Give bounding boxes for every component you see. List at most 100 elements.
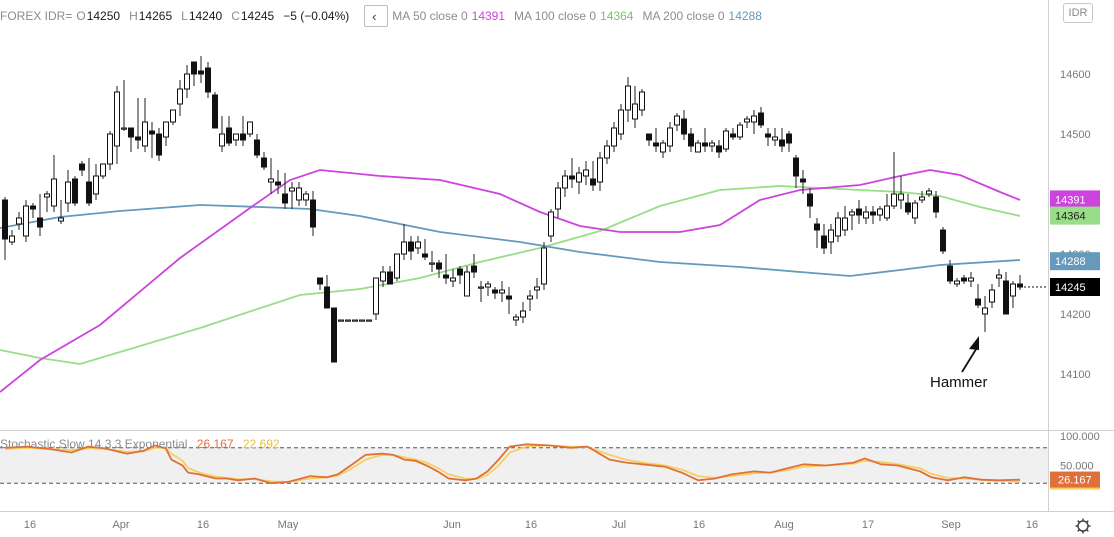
ma200-price-tag xyxy=(1050,252,1100,271)
time-tick-label: Jul xyxy=(612,519,626,531)
candle-body xyxy=(898,193,904,201)
candle-body xyxy=(16,217,22,225)
candle-body xyxy=(590,178,596,186)
close-value: 14245 xyxy=(240,9,275,23)
candle-body xyxy=(716,145,722,153)
ma100-price-tag-text: 14364 xyxy=(1055,211,1086,223)
candle-body xyxy=(247,121,253,135)
high-label: H xyxy=(129,9,138,23)
open-label: O xyxy=(76,9,86,23)
ma200-price-tag-text: 14288 xyxy=(1055,256,1086,268)
candle-body xyxy=(254,139,260,156)
ma50-line xyxy=(0,169,1021,393)
hammer-annotation: Hammer xyxy=(930,374,988,391)
candle-body xyxy=(471,265,477,273)
candle-body xyxy=(457,268,463,276)
candle-body xyxy=(996,274,1002,279)
ma50-price-tag xyxy=(1050,190,1100,209)
candle-body xyxy=(555,187,561,210)
candle-body xyxy=(240,133,246,141)
candle-body xyxy=(317,277,323,285)
candle-body xyxy=(814,223,820,231)
candle-body xyxy=(107,133,113,165)
candle-body xyxy=(310,199,316,228)
candle-body xyxy=(170,109,176,123)
low-value: 14240 xyxy=(188,9,223,23)
candle-body xyxy=(877,208,883,216)
time-tick-label: Jun xyxy=(443,519,461,531)
candle-body xyxy=(807,193,813,207)
candle-body xyxy=(93,175,99,195)
candle-body xyxy=(114,91,120,147)
candle-body xyxy=(954,280,960,285)
candle-body xyxy=(184,73,190,90)
candle-body xyxy=(751,115,757,123)
ma100-label: MA 100 close 0 xyxy=(514,9,597,23)
candle-body xyxy=(373,277,379,315)
candle-body xyxy=(632,103,638,120)
candle-body xyxy=(30,205,36,210)
change-value: −5 (−0.04%) xyxy=(283,9,350,23)
candle-body xyxy=(597,157,603,183)
candle-body xyxy=(513,316,519,321)
candle-body xyxy=(387,271,393,285)
candle-body xyxy=(37,217,43,228)
chevron-left-icon: ‹ xyxy=(372,8,377,24)
candle-body xyxy=(828,229,834,243)
candle-body xyxy=(282,193,288,204)
candle-body xyxy=(611,127,617,147)
candle-body xyxy=(415,241,421,249)
candle-body xyxy=(548,211,554,237)
candle-body xyxy=(562,175,568,189)
last-price-tag-text: 14245 xyxy=(1055,282,1086,294)
ma100-line xyxy=(0,185,1021,365)
currency-button[interactable]: IDR xyxy=(1063,3,1093,23)
candle-body xyxy=(940,229,946,252)
last-price-tag xyxy=(1050,278,1100,296)
ma200-value: 14288 xyxy=(728,9,762,23)
candle-body xyxy=(23,205,29,237)
price-tick-label: 14600 xyxy=(1060,69,1091,81)
candle-body xyxy=(191,61,197,75)
candle-body xyxy=(1003,280,1009,315)
candle-body xyxy=(422,253,428,258)
stochastic-legend: Stochastic Slow 14 3 3 Exponential 26.16… xyxy=(0,437,286,451)
candle-body xyxy=(9,235,15,243)
candle-body xyxy=(44,193,50,198)
collapse-legend-button[interactable]: ‹ xyxy=(364,5,389,27)
stochastic-k-value: 26.167 xyxy=(196,437,234,451)
time-tick-label: 16 xyxy=(1026,519,1038,531)
candle-body xyxy=(177,88,183,105)
candle-body xyxy=(926,190,932,195)
candle-body xyxy=(380,271,386,282)
time-tick-label: 17 xyxy=(862,519,874,531)
candle-body xyxy=(583,169,589,177)
time-tick-label: 16 xyxy=(693,519,705,531)
candle-body xyxy=(212,94,218,129)
candle-body xyxy=(849,211,855,216)
candle-body xyxy=(303,193,309,201)
candle-body xyxy=(359,319,365,322)
candle-body xyxy=(296,187,302,201)
hammer-arrow-shaft xyxy=(961,345,979,373)
candle-body xyxy=(905,202,911,213)
candle-body xyxy=(744,118,750,123)
candle-body xyxy=(331,307,337,363)
candle-body xyxy=(142,121,148,147)
candle-body xyxy=(758,112,764,126)
stochastic-k-line xyxy=(4,443,1021,485)
candle-body xyxy=(485,283,491,288)
candle-body xyxy=(891,193,897,207)
candle-body xyxy=(149,130,155,135)
candle-body xyxy=(653,142,659,147)
candle-body xyxy=(499,289,505,294)
candle-body xyxy=(625,85,631,111)
hammer-arrow-head xyxy=(969,336,979,350)
price-tick-label: 14200 xyxy=(1060,309,1091,321)
candle-body xyxy=(261,157,267,168)
candle-body xyxy=(275,181,281,186)
candle-body xyxy=(443,274,449,279)
candle-body xyxy=(821,235,827,249)
candle-body xyxy=(541,247,547,285)
